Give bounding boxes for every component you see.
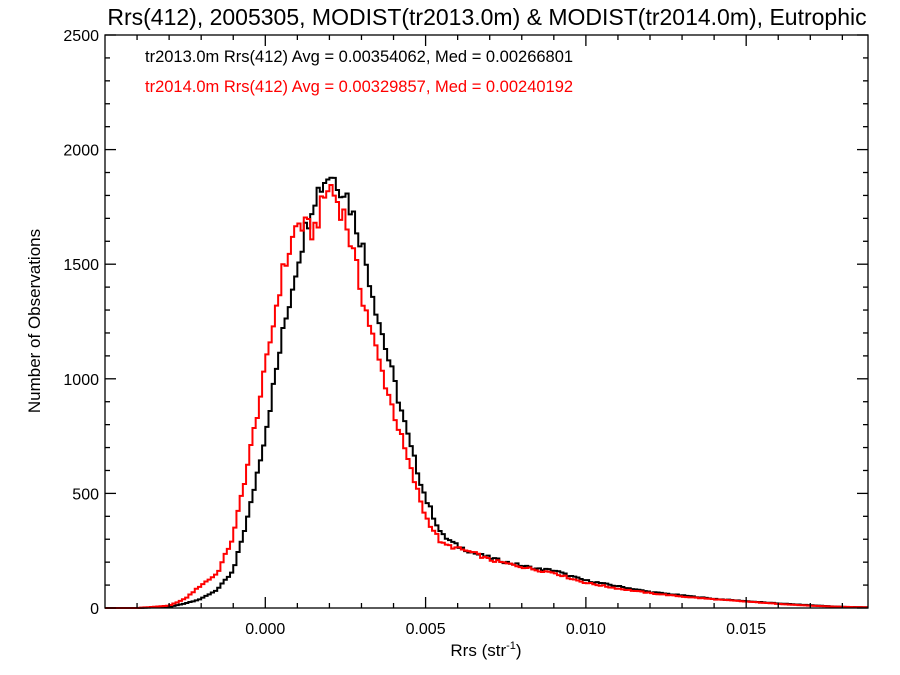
series-layer xyxy=(105,176,868,609)
x-tick-label: 0.005 xyxy=(406,621,446,638)
histogram-series-2 xyxy=(105,183,868,609)
y-tick-label: 0 xyxy=(90,601,99,618)
x-axis-label-end: ) xyxy=(516,641,522,660)
annotation-series-1: tr2013.0m Rrs(412) Avg = 0.00354062, Med… xyxy=(145,48,573,66)
histogram-series-1 xyxy=(105,176,868,609)
y-axis-label: Number of Observations xyxy=(25,229,44,413)
x-axis-label-main: Rrs (str xyxy=(450,641,506,660)
tick-layer xyxy=(105,34,868,609)
x-axis-label-sup: -1 xyxy=(506,640,516,652)
y-tick-label: 2000 xyxy=(63,143,99,160)
y-tick-label: 2500 xyxy=(63,28,99,45)
ticklabel-layer: 0.000 0.005 0.010 0.015 0 500 1000 1500 2000 2500 xyxy=(63,28,766,638)
annotation-series-2: tr2014.0m Rrs(412) Avg = 0.00329857, Med… xyxy=(145,78,573,96)
x-tick-label: 0.000 xyxy=(245,621,285,638)
y-tick-label: 1500 xyxy=(63,257,99,274)
x-tick-label: 0.010 xyxy=(566,621,606,638)
y-tick-label: 500 xyxy=(72,486,99,503)
chart-title: Rrs(412), 2005305, MODIST(tr2013.0m) & M… xyxy=(107,4,866,30)
plot-frame xyxy=(104,34,869,609)
y-tick-label: 1000 xyxy=(63,372,99,389)
x-axis-label: Rrs (str-1) xyxy=(450,640,521,660)
x-tick-label: 0.015 xyxy=(726,621,766,638)
